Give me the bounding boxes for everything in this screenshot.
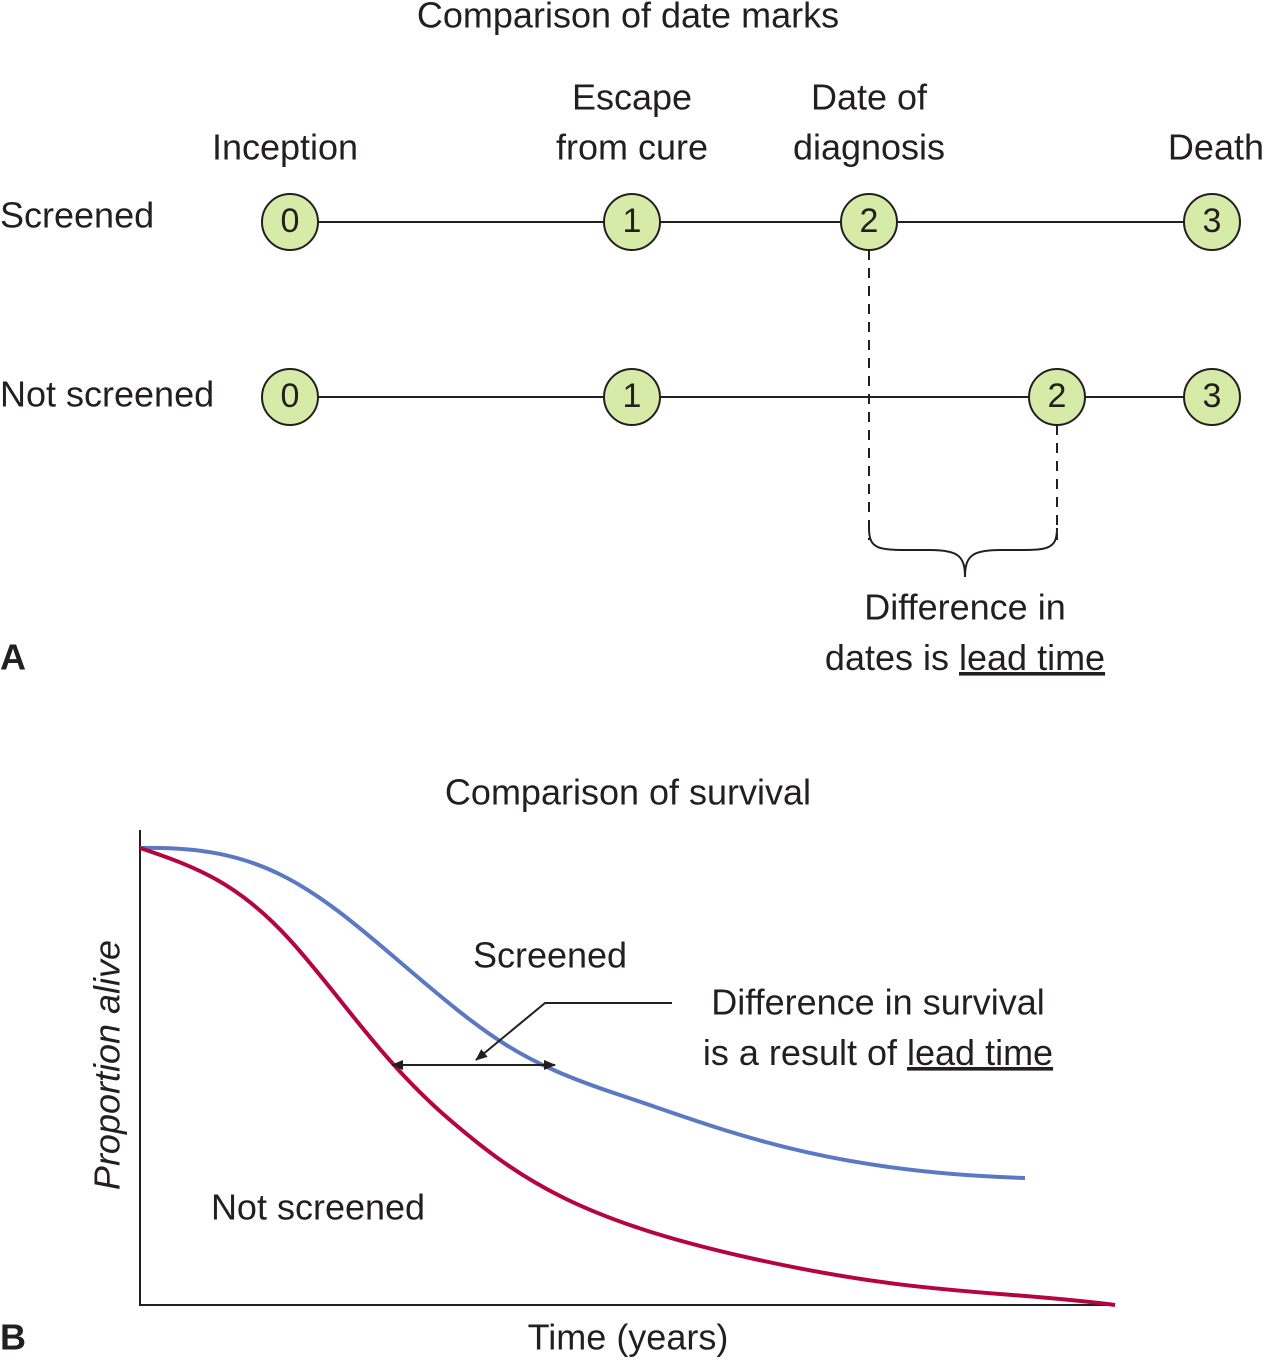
column-label: Death bbox=[1168, 127, 1264, 168]
nodes: 0 1 2 3 0 1 2 3 bbox=[261, 193, 1241, 426]
annotation: Difference in bbox=[864, 587, 1065, 628]
annotation-text: dates is bbox=[825, 637, 949, 678]
curve-label: Screened bbox=[473, 935, 627, 976]
node-number: 1 bbox=[623, 377, 642, 415]
pointer-arrow bbox=[475, 1002, 672, 1061]
node-number: 2 bbox=[1048, 377, 1067, 415]
annotation: Difference in survival bbox=[711, 982, 1044, 1023]
brace bbox=[868, 527, 1058, 578]
annotation-emphasis: lead time bbox=[907, 1032, 1053, 1073]
node-number: 0 bbox=[281, 377, 300, 415]
not-screened-curve bbox=[139, 846, 1116, 1307]
node bbox=[603, 193, 661, 251]
column-label: from cure bbox=[556, 127, 708, 168]
annotation-text: is a result of bbox=[703, 1032, 898, 1073]
y-axis-label: Proportion alive bbox=[87, 940, 128, 1190]
node bbox=[261, 368, 319, 426]
column-label: diagnosis bbox=[793, 127, 945, 168]
panel-b-title: Comparison of survival bbox=[445, 772, 811, 813]
node bbox=[603, 368, 661, 426]
annotation: is a result of lead time bbox=[703, 1032, 1053, 1073]
node bbox=[1028, 368, 1086, 426]
annotation-emphasis: lead time bbox=[959, 637, 1105, 678]
panel-letter: B bbox=[0, 1317, 26, 1358]
column-label: Escape bbox=[572, 77, 692, 118]
panel-letter: A bbox=[0, 637, 26, 678]
node bbox=[1183, 368, 1241, 426]
node-number: 3 bbox=[1203, 377, 1222, 415]
row-label: Not screened bbox=[0, 374, 214, 415]
x-axis-label: Time (years) bbox=[528, 1317, 729, 1358]
node-number: 0 bbox=[281, 202, 300, 240]
node-number: 2 bbox=[860, 202, 879, 240]
column-label: Date of bbox=[811, 77, 928, 118]
curve-label: Not screened bbox=[211, 1187, 425, 1228]
panel-a-title: Comparison of date marks bbox=[417, 0, 839, 36]
column-label: Inception bbox=[212, 127, 358, 168]
row-label: Screened bbox=[0, 195, 154, 236]
axes bbox=[139, 830, 1115, 1306]
node bbox=[840, 193, 898, 251]
node bbox=[1183, 193, 1241, 251]
node bbox=[261, 193, 319, 251]
screened-curve bbox=[139, 845, 1026, 1180]
node-number: 3 bbox=[1203, 202, 1222, 240]
node-number: 1 bbox=[623, 202, 642, 240]
annotation: dates is lead time bbox=[825, 637, 1105, 678]
